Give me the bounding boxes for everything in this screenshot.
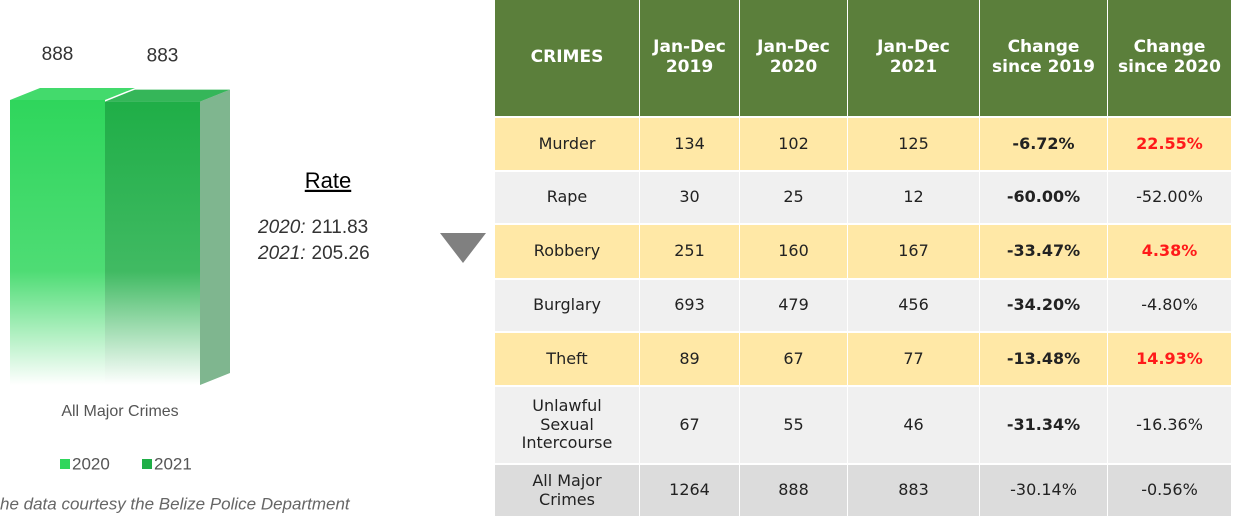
table-cell: -60.00% xyxy=(980,172,1108,225)
table-cell: Theft xyxy=(495,333,640,387)
table-cell: 77 xyxy=(848,333,980,387)
rate-label: 2020: xyxy=(257,217,306,238)
legend-swatch xyxy=(142,459,152,469)
bar-side xyxy=(200,89,230,385)
table-cell: 30 xyxy=(640,172,740,225)
table-cell: -0.56% xyxy=(1108,465,1232,518)
footnote: he data courtesy the Belize Police Depar… xyxy=(0,494,351,513)
table-cell: 251 xyxy=(640,225,740,280)
table-cell: Robbery xyxy=(495,225,640,280)
table-cell: 102 xyxy=(740,118,848,172)
table-cell: -6.72% xyxy=(980,118,1108,172)
table-cell: 67 xyxy=(640,387,740,465)
rate-label: 2021: xyxy=(257,243,306,264)
table-cell: 12 xyxy=(848,172,980,225)
table-cell: -16.36% xyxy=(1108,387,1232,465)
header-cell: CRIMES xyxy=(495,0,640,118)
header-cell: Jan-Dec 2020 xyxy=(740,0,848,118)
bar-top xyxy=(105,89,230,102)
bar xyxy=(105,101,200,385)
table-cell: 55 xyxy=(740,387,848,465)
bar-top xyxy=(10,88,135,100)
table-cell: 67 xyxy=(740,333,848,387)
table-cell: 46 xyxy=(848,387,980,465)
rate-value: 211.83 xyxy=(312,217,369,238)
table-cell: 479 xyxy=(740,280,848,333)
legend-label: 2020 xyxy=(72,454,110,473)
header-cell: Change since 2020 xyxy=(1108,0,1232,118)
table-cell: 456 xyxy=(848,280,980,333)
rate-title: Rate xyxy=(305,168,351,193)
legend-label: 2021 xyxy=(154,454,192,473)
bar xyxy=(10,100,105,385)
table-cell: 883 xyxy=(848,465,980,518)
table-cell: 125 xyxy=(848,118,980,172)
table-cell: -31.34% xyxy=(980,387,1108,465)
table-cell: Murder xyxy=(495,118,640,172)
crime-table: CRIMES Jan-Dec 2019 Jan-Dec 2020 Jan-Dec 20… xyxy=(495,0,1232,518)
header-cell: Jan-Dec 2021 xyxy=(848,0,980,118)
table-cell: 22.55% xyxy=(1108,118,1232,172)
rate-value: 205.26 xyxy=(312,243,370,264)
table-cell: All Major Crimes xyxy=(495,465,640,518)
table-cell: -33.47% xyxy=(980,225,1108,280)
legend-swatch xyxy=(60,459,70,469)
header-cell: Change since 2019 xyxy=(980,0,1108,118)
table-cell: 89 xyxy=(640,333,740,387)
table-cell: 160 xyxy=(740,225,848,280)
chart: Rate 888 883 All Major Crimes 2020 2021 he da… xyxy=(0,44,486,513)
table-cell: 4.38% xyxy=(1108,225,1232,280)
table-cell: -13.48% xyxy=(980,333,1108,387)
rate-line: 2020: 211.83 xyxy=(257,217,368,238)
x-tick-label: All Major Crimes xyxy=(61,403,178,420)
table-cell: 167 xyxy=(848,225,980,280)
table-cell: -52.00% xyxy=(1108,172,1232,225)
table-cell: 693 xyxy=(640,280,740,333)
value-label: 888 xyxy=(42,44,74,65)
table-cell: 25 xyxy=(740,172,848,225)
table-cell: 14.93% xyxy=(1108,333,1232,387)
table-cell: Burglary xyxy=(495,280,640,333)
table-cell: 134 xyxy=(640,118,740,172)
table-cell: -4.80% xyxy=(1108,280,1232,333)
table-cell: Unlawful Sexual Intercourse xyxy=(495,387,640,465)
table-cell: 888 xyxy=(740,465,848,518)
down-arrow xyxy=(440,233,486,263)
table-cell: -34.20% xyxy=(980,280,1108,333)
table-cell: Rape xyxy=(495,172,640,225)
table-cell: -30.14% xyxy=(980,465,1108,518)
rate-line: 2021: 205.26 xyxy=(257,243,370,264)
value-label: 883 xyxy=(147,46,179,67)
table-cell: 1264 xyxy=(640,465,740,518)
header-cell: Jan-Dec 2019 xyxy=(640,0,740,118)
